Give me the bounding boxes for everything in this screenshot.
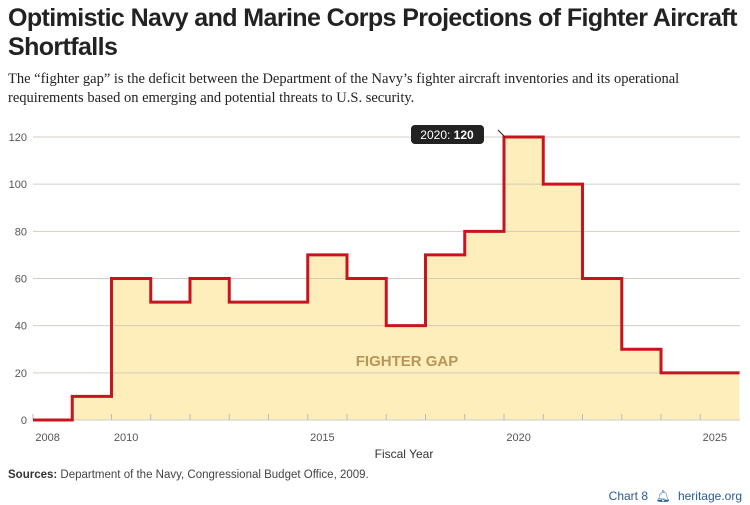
sources-note: Sources: Department of the Navy, Congres…	[8, 469, 369, 481]
x-tick-label: 2020	[506, 432, 530, 444]
step-bar-2021	[543, 184, 582, 420]
step-bar-2012	[190, 279, 229, 421]
step-bar-2018	[426, 255, 465, 420]
x-tick-label: 2010	[114, 432, 138, 444]
step-bar-2015	[308, 255, 347, 420]
step-bar-2023	[622, 349, 661, 420]
step-bar-2011	[151, 302, 190, 420]
y-tick-label: 40	[15, 321, 27, 333]
step-bar-2009	[72, 396, 111, 420]
callout-year: 2020:	[420, 128, 453, 142]
callout-text: 2020: 120	[420, 128, 474, 142]
callout-leader	[497, 129, 506, 138]
step-bar-2010	[112, 279, 151, 421]
site-link[interactable]: heritage.org	[677, 489, 742, 503]
step-bar-2013	[229, 302, 268, 420]
step-bar-2022	[583, 279, 622, 421]
x-axis-label: Fiscal Year	[375, 447, 434, 461]
x-tick-label: 2015	[310, 432, 334, 444]
y-tick-label: 60	[15, 274, 27, 286]
y-tick-label: 20	[15, 368, 27, 380]
step-bar-2024	[661, 373, 700, 420]
sources-text: Department of the Navy, Congressional Bu…	[57, 469, 369, 481]
chart-number: Chart 8	[608, 489, 649, 503]
y-tick-label: 120	[9, 132, 27, 144]
area-label: FIGHTER GAP	[356, 353, 459, 370]
callout-box	[411, 125, 484, 144]
step-bar-2020	[504, 137, 543, 420]
sources-label: Sources:	[8, 469, 58, 481]
callout-value: 120	[454, 128, 474, 142]
chart-plot: 0 20 40 60 80 100 120 2008 2010 2015 2020 2025 Fisca…	[9, 125, 740, 461]
y-tick-label: 100	[9, 179, 27, 191]
step-bar-2014	[269, 302, 308, 420]
liberty-bell-icon: 🔔︎	[655, 489, 671, 503]
step-bar-2019	[465, 231, 504, 420]
chart-title: Optimistic Navy and Marine Corps Project…	[8, 4, 737, 61]
y-tick-label: 80	[15, 226, 27, 238]
series-line	[33, 135, 740, 422]
footer: Chart 8 🔔︎ heritage.org	[609, 489, 742, 503]
chart-subtitle: The “fighter gap” is the deficit between…	[8, 71, 680, 106]
y-tick-label: 0	[21, 415, 27, 427]
x-tick-label: 2025	[703, 432, 727, 444]
step-bar-2017	[386, 326, 425, 420]
x-tick-label: 2008	[35, 432, 59, 444]
step-bar-2016	[347, 279, 386, 421]
step-bar-2025	[700, 373, 739, 420]
